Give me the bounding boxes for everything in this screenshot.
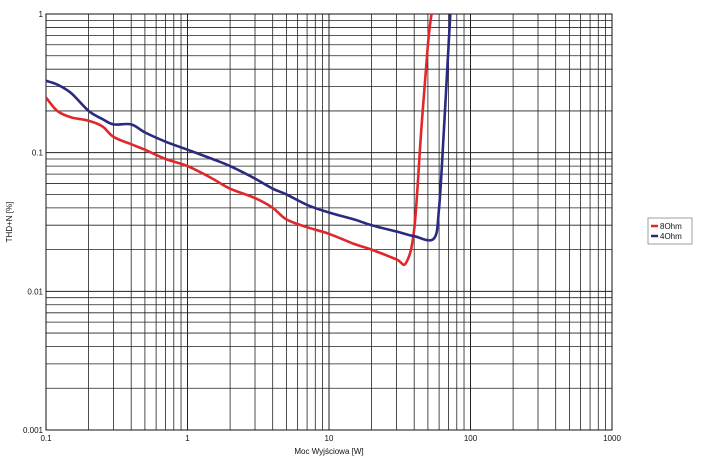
x-tick-label: 100	[464, 434, 478, 443]
plot-frame	[45, 13, 613, 431]
series-group	[44, 13, 452, 267]
x-axis-label: Moc Wyjściowa [W]	[294, 447, 363, 456]
legend-label-4ohm: 4Ohm	[660, 232, 682, 241]
grid	[45, 14, 612, 431]
series-line-4ohm	[45, 13, 452, 242]
legend-box	[647, 217, 693, 245]
y-tick-label: 0.001	[23, 426, 44, 435]
series-line-8ohm	[44, 13, 433, 267]
legend-label-8ohm: 8Ohm	[660, 222, 682, 231]
y-tick-label: 1	[39, 10, 44, 19]
x-tick-label: 1	[185, 434, 190, 443]
y-tick-label: 0.01	[27, 287, 43, 296]
x-tick-label: 0.1	[40, 434, 52, 443]
tick-labels: 0.1 1 10 100 1000 0.001 0.01 0.1 1	[23, 10, 621, 443]
y-axis-label: THD+N [%]	[5, 202, 14, 243]
y-tick-label: 0.1	[32, 149, 44, 158]
x-tick-label: 1000	[603, 434, 621, 443]
x-tick-label: 10	[325, 434, 334, 443]
